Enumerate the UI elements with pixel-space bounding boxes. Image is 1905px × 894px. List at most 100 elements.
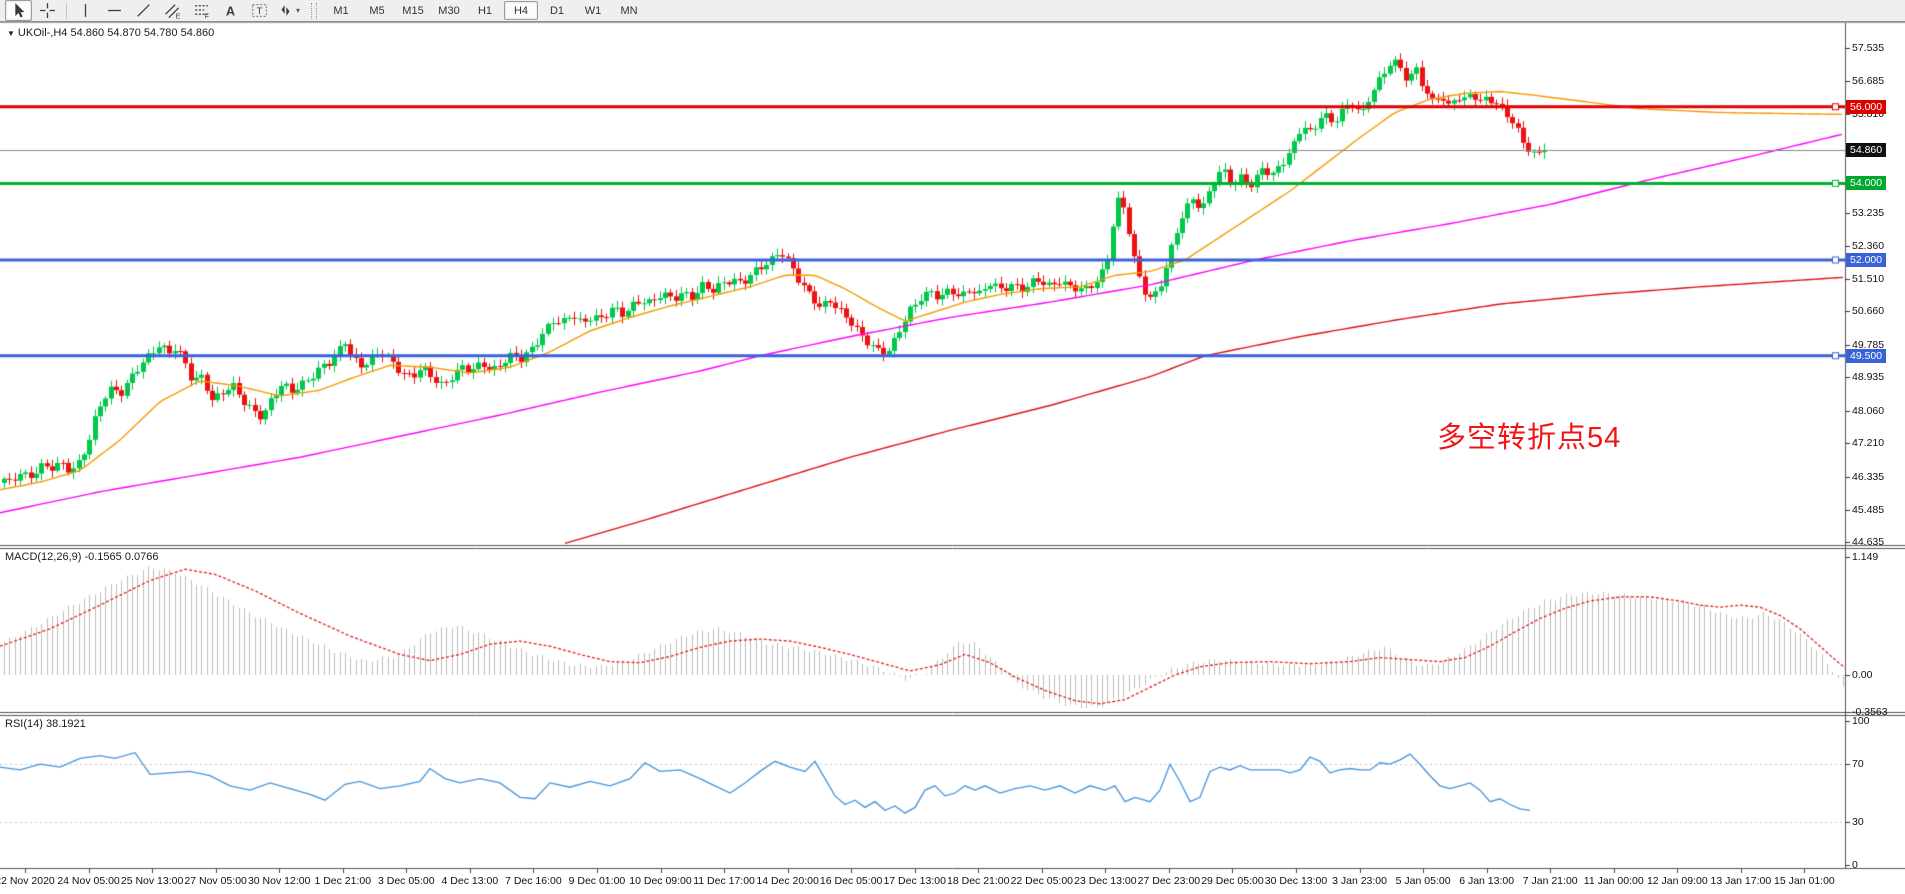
cursor-icon <box>15 3 25 18</box>
price-tick-label: 46.335 <box>1852 470 1885 483</box>
timeframe-button-w1[interactable]: W1 <box>584 4 602 17</box>
symbol-dropdown-icon[interactable]: ▼ <box>7 29 15 38</box>
time-axis-label[interactable]: 22 Dec 05:00 <box>1010 875 1074 887</box>
svg-text:T: T <box>257 6 263 17</box>
toolbar-grip[interactable] <box>311 2 317 19</box>
time-axis-label[interactable]: 16 Dec 05:00 <box>819 875 883 887</box>
time-axis-label[interactable]: 25 Nov 13:00 <box>120 875 184 887</box>
price-tick-label: 47.210 <box>1852 437 1885 450</box>
fibonacci-icon: F <box>195 5 209 19</box>
crosshair-tool-button[interactable] <box>34 0 61 21</box>
time-axis-label[interactable]: 11 Dec 17:00 <box>693 875 755 887</box>
time-axis-label[interactable]: 30 Dec 13:00 <box>1264 875 1328 887</box>
time-axis-label[interactable]: 9 Dec 01:00 <box>568 875 626 887</box>
timeframe-button-m5[interactable]: M5 <box>369 4 385 17</box>
time-axis-label[interactable]: 13 Jan 17:00 <box>1710 875 1772 887</box>
time-axis-label[interactable]: 10 Dec 09:00 <box>629 875 692 887</box>
svg-text:F: F <box>205 13 209 19</box>
timeframe-button-m30[interactable]: M30 <box>438 4 460 17</box>
time-axis-label[interactable]: 7 Jan 21:00 <box>1522 875 1578 887</box>
price-tick-label: 45.485 <box>1852 503 1885 516</box>
price-badge-49.500: 49.500 <box>1846 348 1887 363</box>
time-axis-label[interactable]: 18 Dec 21:00 <box>947 875 1010 887</box>
rsi-tick-label: 100 <box>1852 715 1870 727</box>
price-badge-54.860: 54.860 <box>1846 143 1887 158</box>
macd-tick-label: 1.149 <box>1852 550 1879 563</box>
trendline-icon <box>137 4 150 17</box>
timeframe-button-m1[interactable]: M1 <box>333 4 349 17</box>
price-tick-label: 53.235 <box>1852 206 1885 219</box>
svg-text:E: E <box>176 13 181 19</box>
price-tick-label: 50.660 <box>1852 305 1885 318</box>
time-axis-label[interactable]: 15 Jan 01:00 <box>1774 875 1835 887</box>
rsi-tick-label: 30 <box>1852 815 1864 828</box>
chart-symbol-info: ▼ UKOil-,H4 54.860 54.870 54.780 54.860 <box>7 27 214 39</box>
time-axis-label[interactable]: 11 Jan 00:00 <box>1583 875 1644 887</box>
text-label-tool-button[interactable]: T <box>246 0 273 21</box>
time-axis-label[interactable]: 6 Jan 13:00 <box>1459 875 1515 887</box>
timeframe-button-d1[interactable]: D1 <box>549 4 565 17</box>
price-tick-label: 51.510 <box>1852 272 1885 285</box>
time-axis-label[interactable]: 27 Dec 23:00 <box>1137 875 1201 887</box>
horizontal-line-icon <box>108 9 121 12</box>
trendline-tool-button[interactable] <box>130 0 157 21</box>
text-icon: A <box>226 3 235 18</box>
horizontal-line-tool-button[interactable] <box>101 0 128 21</box>
price-badge-54.000: 54.000 <box>1846 176 1887 191</box>
time-axis-label[interactable]: 12 Jan 09:00 <box>1646 875 1708 887</box>
arrows-tool-button[interactable]: ▾ <box>275 0 302 21</box>
dropdown-caret-icon[interactable]: ▾ <box>295 6 300 15</box>
vertical-line-icon <box>84 4 87 17</box>
time-axis-label[interactable]: 23 Dec 13:00 <box>1074 875 1137 887</box>
time-axis-label[interactable]: 24 Nov 05:00 <box>57 875 120 887</box>
price-tick-label: 48.060 <box>1852 404 1885 417</box>
equidistant-channel-tool-button[interactable]: E <box>159 0 186 21</box>
text-label-icon: T <box>251 4 268 17</box>
toolbar-separator <box>66 2 67 19</box>
macd-indicator-label: MACD(12,26,9) -0.1565 0.0766 <box>5 551 159 563</box>
symbol-ohlc: 54.860 54.870 54.780 54.860 <box>70 27 215 39</box>
time-axis-label[interactable]: 17 Dec 13:00 <box>883 875 946 887</box>
timeframe-button-h1[interactable]: H1 <box>477 4 493 17</box>
time-axis-label[interactable]: 3 Jan 23:00 <box>1332 875 1387 887</box>
time-axis-label[interactable]: 1 Dec 21:00 <box>314 875 372 887</box>
timeframe-button-m15[interactable]: M15 <box>402 4 424 17</box>
arrows-icon <box>281 5 290 16</box>
time-axis-label[interactable]: 30 Nov 12:00 <box>247 875 311 887</box>
fibonacci-tool-button[interactable]: F <box>188 0 215 21</box>
time-axis-label[interactable]: 29 Dec 05:00 <box>1201 875 1264 887</box>
price-tick-label: 44.635 <box>1852 536 1885 549</box>
price-badge-56.000: 56.000 <box>1846 99 1887 114</box>
time-axis-label[interactable]: 14 Dec 20:00 <box>756 875 819 887</box>
svg-text:A: A <box>226 3 235 18</box>
cursor-tool-button[interactable] <box>5 0 32 21</box>
price-tick-label: 52.360 <box>1852 240 1885 253</box>
timeframe-button-mn[interactable]: MN <box>620 4 638 17</box>
time-axis-label[interactable]: 27 Nov 05:00 <box>184 875 247 887</box>
rsi-tick-label: 70 <box>1852 758 1864 771</box>
time-axis-label[interactable]: 7 Dec 16:00 <box>505 875 562 887</box>
macd-tick-label: 0.00 <box>1852 669 1873 681</box>
timeframe-button-h4[interactable]: H4 <box>504 1 538 20</box>
text-tool-button[interactable]: A <box>217 0 244 21</box>
macd-tick-label: -0.3563 <box>1852 705 1888 718</box>
time-axis-label[interactable]: 5 Jan 05:00 <box>1395 875 1451 887</box>
vertical-line-tool-button[interactable] <box>72 0 99 21</box>
time-axis-label[interactable]: 3 Dec 05:00 <box>377 875 435 887</box>
price-badge-52.000: 52.000 <box>1846 252 1887 267</box>
chart-text-annotation[interactable]: 多空转折点54 <box>1437 422 1622 454</box>
price-tick-label: 57.535 <box>1852 42 1885 54</box>
rsi-tick-label: 0 <box>1852 859 1858 871</box>
price-tick-label: 48.935 <box>1852 371 1885 384</box>
toolbar: E F A T ▾ M1 M5 M15 M30 H1 H4 D1 W1 MN <box>0 0 1905 22</box>
price-tick-label: 49.785 <box>1852 338 1885 351</box>
crosshair-icon <box>40 3 55 18</box>
symbol-period: UKOil-,H4 <box>17 27 68 39</box>
time-axis-label[interactable]: 4 Dec 13:00 <box>441 875 499 887</box>
price-tick-label: 56.685 <box>1852 74 1885 87</box>
rsi-indicator-label: RSI(14) 38.1921 <box>5 718 86 730</box>
time-axis-label[interactable]: 22 Nov 2020 <box>0 875 55 887</box>
equidistant-channel-icon: E <box>165 4 181 19</box>
